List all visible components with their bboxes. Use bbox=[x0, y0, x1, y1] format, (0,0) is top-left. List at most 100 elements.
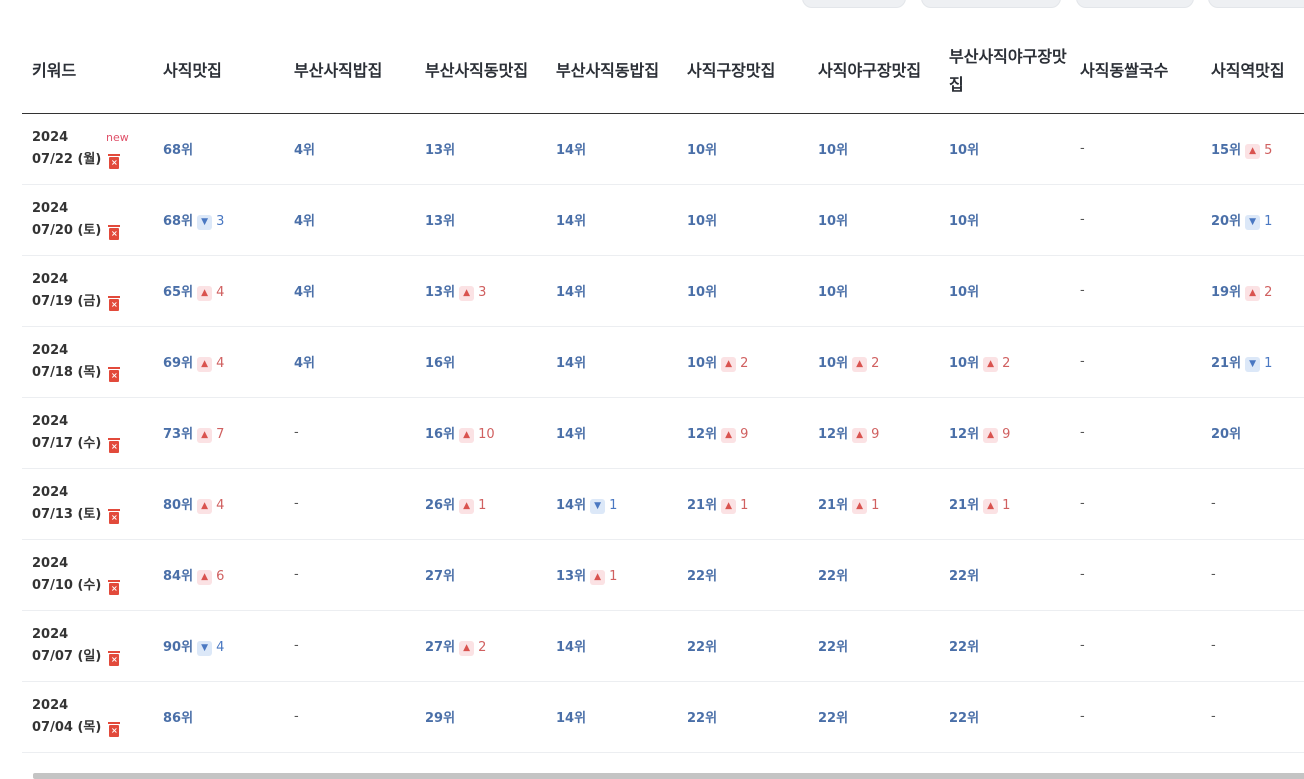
rank-value: - bbox=[1080, 212, 1085, 227]
rank-cell: 13위 ▲ 3 bbox=[415, 255, 546, 327]
rank-value: 26위 bbox=[425, 497, 456, 513]
triangle-up-icon: ▲ bbox=[590, 569, 606, 585]
rank-value: 10위 bbox=[818, 143, 849, 158]
rank-value: - bbox=[294, 638, 299, 653]
date-cell: 2024 07/19 (금) × bbox=[22, 255, 153, 327]
rank-value: 22위 bbox=[949, 640, 980, 655]
rank-value: 68위 bbox=[163, 213, 194, 229]
rank-value: 12위 bbox=[818, 426, 849, 442]
table-row: 2024 07/10 (수) × 84위 ▲ 6-27위 13위 ▲ 1 22위 22위 22위 - - bbox=[22, 539, 1304, 611]
date-year: 2024 bbox=[32, 342, 69, 358]
rank-value: 4위 bbox=[294, 356, 316, 371]
trash-icon[interactable]: × bbox=[108, 153, 121, 169]
rank-value: 21위 bbox=[687, 497, 718, 513]
rank-change-up: ▲ 2 bbox=[721, 356, 748, 372]
rank-cell: - bbox=[284, 397, 415, 469]
date-block: 2024 07/20 (토) × bbox=[32, 198, 153, 242]
date-line: 07/13 (토) × bbox=[32, 504, 153, 526]
rank-value: 90위 bbox=[163, 639, 194, 655]
rank-value: 10위 bbox=[818, 214, 849, 229]
rank-cell: - bbox=[1201, 681, 1304, 753]
rank-value: 10위 bbox=[687, 143, 718, 158]
rank-change-up: ▲ 1 bbox=[852, 498, 879, 514]
rank-value: 80위 bbox=[163, 497, 194, 513]
rank-value: - bbox=[1080, 567, 1085, 582]
rank-change-up: ▲ 1 bbox=[459, 498, 486, 514]
rank-cell: - bbox=[1201, 539, 1304, 611]
rank-change-value: 4 bbox=[216, 639, 225, 655]
table-row: 2024 07/07 (일) × 90위 ▼ 4-27위 ▲ 2 14위 22위 22위 22위 - - bbox=[22, 610, 1304, 682]
trash-icon[interactable]: × bbox=[108, 579, 121, 595]
triangle-up-icon: ▲ bbox=[721, 427, 737, 443]
triangle-up-icon: ▲ bbox=[852, 427, 868, 443]
top-button-3[interactable] bbox=[1076, 0, 1194, 8]
trash-icon[interactable]: × bbox=[108, 721, 121, 737]
triangle-up-icon: ▲ bbox=[983, 427, 999, 443]
rank-cell: 14위 bbox=[546, 184, 677, 256]
date-block: 2024 07/17 (수) × bbox=[32, 411, 153, 455]
date-text: 07/18 (목) bbox=[32, 364, 102, 380]
rank-change-value: 10 bbox=[478, 426, 495, 442]
rank-change-value: 4 bbox=[216, 497, 225, 513]
rank-cell: 14위 bbox=[546, 326, 677, 398]
trash-icon[interactable]: × bbox=[108, 437, 121, 453]
trash-icon[interactable]: × bbox=[108, 295, 121, 311]
top-button-2[interactable] bbox=[921, 0, 1061, 8]
rank-cell: - bbox=[1070, 255, 1201, 327]
rank-cell: - bbox=[1201, 468, 1304, 540]
date-year: 2024 bbox=[32, 484, 69, 500]
rank-value: 13위 bbox=[425, 143, 456, 158]
rank-cell: 12위 ▲ 9 bbox=[808, 397, 939, 469]
date-block: 2024 07/19 (금) × bbox=[32, 269, 153, 313]
trash-icon[interactable]: × bbox=[108, 224, 121, 240]
rank-cell: 86위 bbox=[153, 681, 284, 753]
rank-cell: 26위 ▲ 1 bbox=[415, 468, 546, 540]
rank-cell: 4위 bbox=[284, 113, 415, 185]
rank-change-value: 3 bbox=[478, 284, 487, 300]
rank-cell: 65위 ▲ 4 bbox=[153, 255, 284, 327]
rank-cell: - bbox=[1070, 184, 1201, 256]
rank-cell: 27위 ▲ 2 bbox=[415, 610, 546, 682]
trash-icon[interactable]: × bbox=[108, 366, 121, 382]
rank-change-value: 4 bbox=[216, 355, 225, 371]
table-row: 2024 07/13 (토) × 80위 ▲ 4-26위 ▲ 1 14위 ▼ 1 21위 ▲ 1 21위 ▲ 1… bbox=[22, 468, 1304, 540]
rank-cell: 22위 bbox=[677, 539, 808, 611]
rank-change-value: 1 bbox=[1002, 497, 1011, 513]
date-block: 2024 07/07 (일) × bbox=[32, 624, 153, 668]
rank-change-value: 2 bbox=[871, 355, 880, 371]
rank-value: 22위 bbox=[818, 711, 849, 726]
rank-change-up: ▲ 6 bbox=[197, 569, 224, 585]
trash-icon[interactable]: × bbox=[108, 650, 121, 666]
horizontal-scrollbar[interactable] bbox=[33, 773, 1304, 779]
date-year: 2024 bbox=[32, 271, 69, 287]
rank-value: 22위 bbox=[949, 569, 980, 584]
rank-cell: - bbox=[1070, 397, 1201, 469]
date-cell: 2024 07/04 (목) × bbox=[22, 681, 153, 753]
triangle-up-icon: ▲ bbox=[197, 498, 213, 514]
rank-value: 16위 bbox=[425, 356, 456, 371]
trash-icon[interactable]: × bbox=[108, 508, 121, 524]
rank-cell: - bbox=[284, 539, 415, 611]
rank-value: 13위 bbox=[425, 214, 456, 229]
rank-value: - bbox=[294, 496, 299, 511]
rank-value: 22위 bbox=[818, 569, 849, 584]
rank-value: 10위 bbox=[687, 285, 718, 300]
date-year: 2024 bbox=[32, 626, 69, 642]
rank-value: 14위 bbox=[556, 497, 587, 513]
triangle-down-icon: ▼ bbox=[1245, 214, 1261, 230]
date-block: 2024 07/13 (토) × bbox=[32, 482, 153, 526]
rank-cell: 22위 bbox=[939, 610, 1070, 682]
rank-change-value: 3 bbox=[216, 213, 225, 229]
rank-change-down: ▼ 1 bbox=[590, 498, 617, 514]
rank-cell: 29위 bbox=[415, 681, 546, 753]
rank-value: 16위 bbox=[425, 426, 456, 442]
new-badge: new bbox=[106, 130, 129, 144]
rank-cell: 10위 bbox=[939, 255, 1070, 327]
date-cell: 2024 07/18 (목) × bbox=[22, 326, 153, 398]
top-button-4[interactable] bbox=[1208, 0, 1304, 8]
date-year: 2024 bbox=[32, 413, 69, 429]
top-button-1[interactable] bbox=[802, 0, 906, 8]
table-row: 2024 07/20 (토) × 68위 ▼ 3 4위 13위 14위 10위 10위 10위 -20위… bbox=[22, 184, 1304, 256]
rank-cell: 68위 bbox=[153, 113, 284, 185]
column-header-keyword: 부산사직밥집 bbox=[284, 22, 415, 114]
